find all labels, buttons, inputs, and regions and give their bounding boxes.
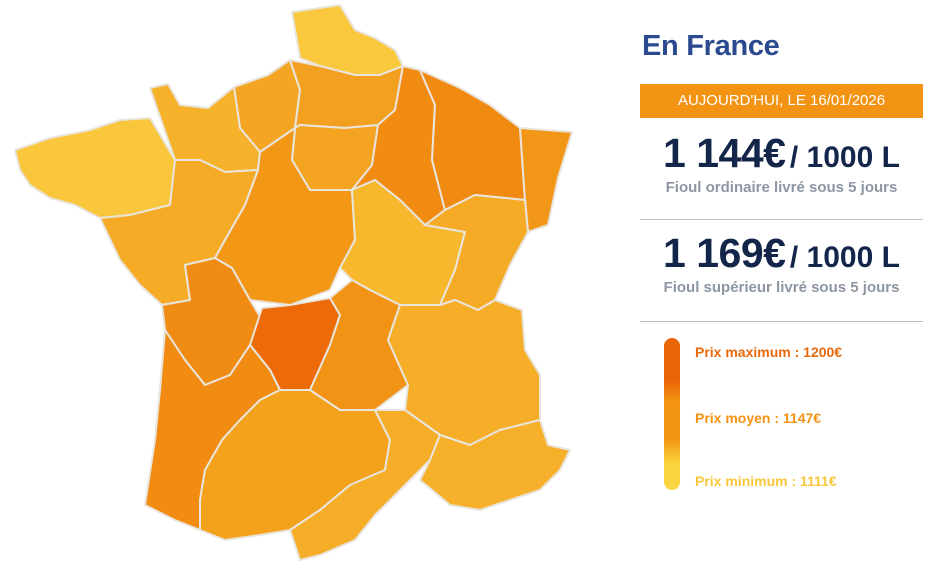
price-ordinaire-unit: / 1000 L <box>789 141 900 174</box>
region-centre[interactable] <box>214 127 356 306</box>
france-map-svg <box>14 4 573 561</box>
legend-min: Prix minimum : 1111€ <box>695 473 837 489</box>
france-price-map <box>14 4 573 561</box>
separator <box>640 321 923 322</box>
region-paca[interactable] <box>419 419 571 511</box>
price-superieur-unit: / 1000 L <box>789 241 900 274</box>
price-ordinaire: 1 144€ / 1000 L Fioul ordinaire livré so… <box>640 130 923 196</box>
price-ordinaire-value: 1 144€ <box>663 130 786 176</box>
separator <box>640 219 923 220</box>
price-superieur-value: 1 169€ <box>663 230 786 276</box>
legend-max: Prix maximum : 1200€ <box>695 344 843 360</box>
price-ordinaire-description: Fioul ordinaire livré sous 5 jours <box>665 179 898 196</box>
date-banner: AUJOURD'HUI, LE 16/01/2026 <box>640 84 923 118</box>
price-superieur-description: Fioul supérieur livré sous 5 jours <box>663 279 900 296</box>
panel-title: En France <box>642 30 780 62</box>
region-midi-pyrenees[interactable] <box>199 389 391 541</box>
legend-avg: Prix moyen : 1147€ <box>695 410 822 426</box>
region-rhone-alpes[interactable] <box>387 299 541 446</box>
region-auvergne[interactable] <box>309 279 409 411</box>
region-alsace[interactable] <box>519 127 573 233</box>
price-scale-bar <box>664 338 680 490</box>
price-superieur: 1 169€ / 1000 L Fioul supérieur livré so… <box>640 230 923 296</box>
region-bretagne[interactable] <box>14 117 176 219</box>
price-panel: En France AUJOURD'HUI, LE 16/01/2026 1 1… <box>640 0 923 576</box>
